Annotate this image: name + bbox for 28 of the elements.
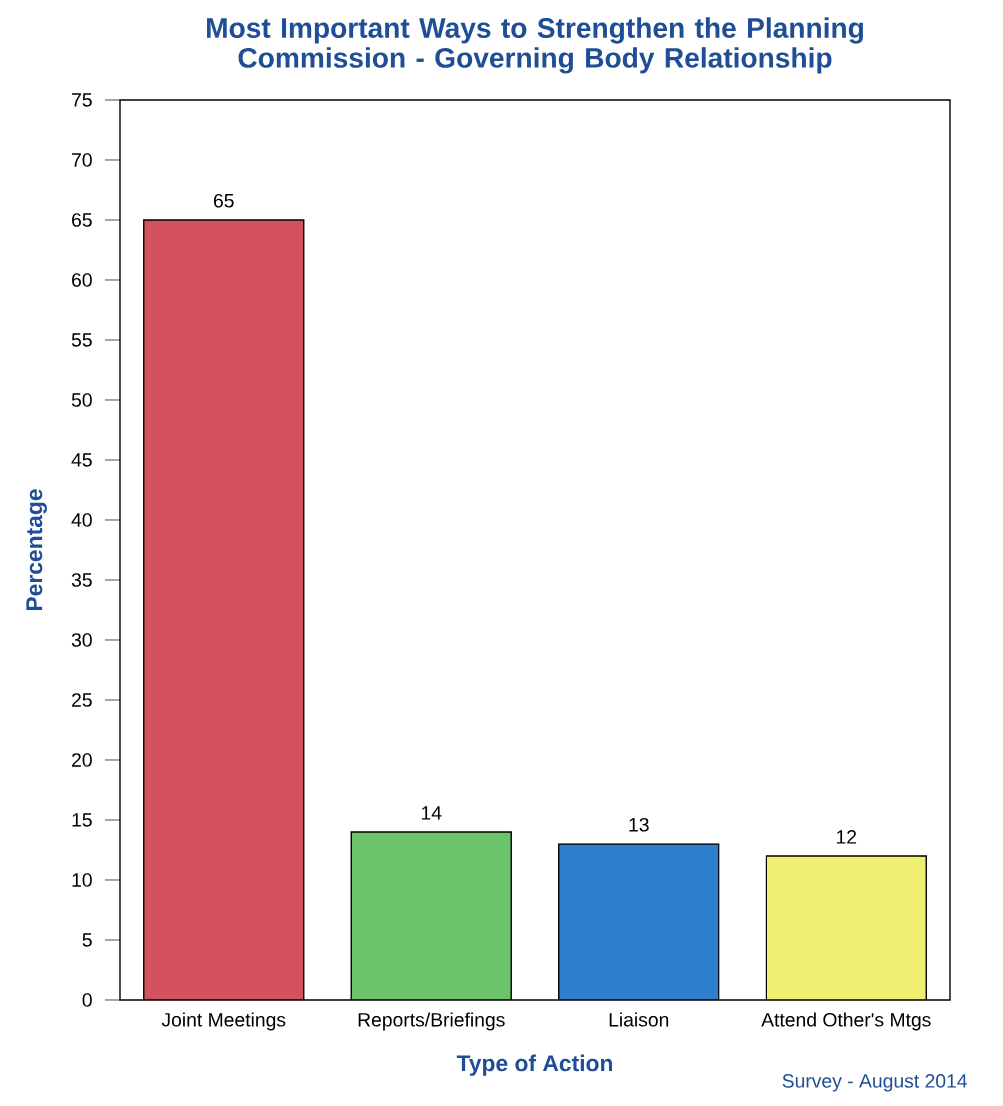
y-tick-label: 20 bbox=[72, 753, 92, 767]
y-tick-label: 70 bbox=[72, 153, 92, 167]
y-tick-label: 35 bbox=[71, 573, 92, 587]
data-label: 65 bbox=[213, 193, 234, 208]
x-axis-title: Type of Action bbox=[456, 1054, 613, 1076]
text: Survey - August 2014 bbox=[782, 1074, 968, 1092]
y-tick-label: 40 bbox=[71, 513, 92, 527]
x-tick-label: Reports/Briefings bbox=[358, 1012, 505, 1031]
y-tick-label: 5 bbox=[82, 933, 92, 947]
y-tick-label: 45 bbox=[71, 453, 92, 467]
y-tick-label: 60 bbox=[72, 273, 92, 287]
data-label: 12 bbox=[837, 830, 857, 844]
y-tick-label: 55 bbox=[71, 333, 92, 347]
y-axis-title: Percentage bbox=[26, 489, 47, 611]
y-tick-label: 15 bbox=[72, 813, 92, 827]
y-tick-label: 0 bbox=[82, 993, 92, 1007]
y-tick-label: 75 bbox=[72, 93, 92, 107]
y-tick-label: 30 bbox=[71, 633, 92, 647]
data-label: 14 bbox=[421, 806, 442, 820]
data-label: 13 bbox=[629, 817, 649, 832]
x-tick-label: Attend Other's Mtgs bbox=[761, 1012, 931, 1031]
y-tick-label: 10 bbox=[72, 873, 92, 887]
y-tick-label: 50 bbox=[71, 393, 92, 407]
y-tick-label: 65 bbox=[72, 213, 92, 227]
chart-title: Most Important Ways to Strengthen the Planning Commission - Governing Body Relationship bbox=[207, 17, 863, 74]
x-tick-label: Liaison bbox=[609, 1012, 669, 1027]
x-tick-label: Joint Meetings bbox=[161, 1012, 286, 1031]
y-tick-label: 25 bbox=[72, 693, 92, 707]
